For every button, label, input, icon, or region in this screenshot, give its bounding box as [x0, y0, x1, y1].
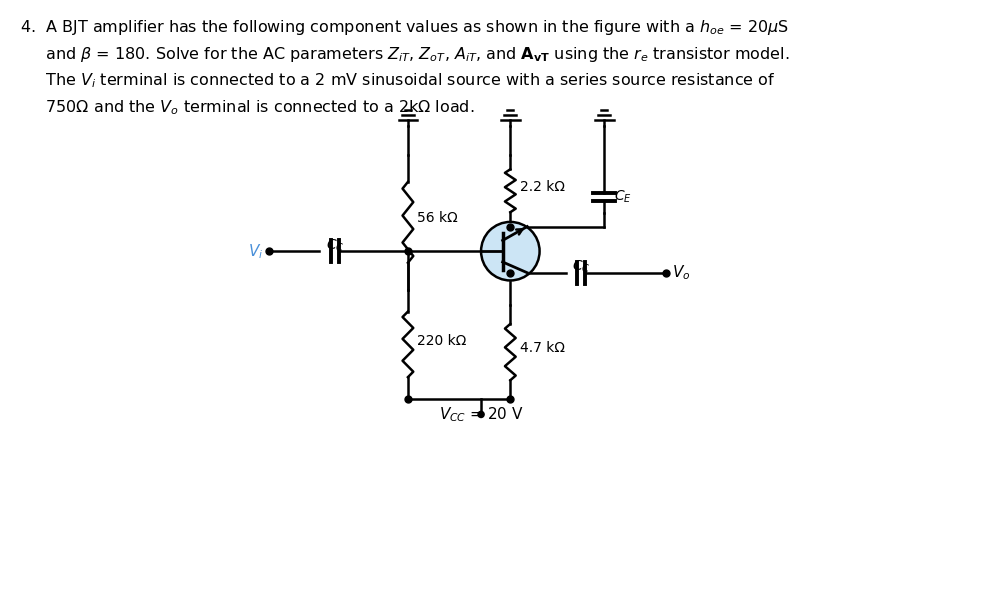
Text: $V_i$: $V_i$ — [248, 242, 262, 260]
Text: $C_C$: $C_C$ — [572, 259, 589, 276]
Text: 4.7 kΩ: 4.7 kΩ — [519, 341, 564, 355]
Circle shape — [480, 222, 539, 280]
Text: $V_{CC}$ = 20 V: $V_{CC}$ = 20 V — [438, 406, 523, 425]
Text: $C_E$: $C_E$ — [613, 189, 631, 205]
Text: $C_C$: $C_C$ — [325, 237, 344, 254]
Text: 2.2 kΩ: 2.2 kΩ — [519, 180, 564, 194]
Text: $V_o$: $V_o$ — [671, 263, 690, 282]
Text: 220 kΩ: 220 kΩ — [416, 334, 466, 348]
Text: 4.  A BJT amplifier has the following component values as shown in the figure wi: 4. A BJT amplifier has the following com… — [20, 18, 788, 117]
Text: 56 kΩ: 56 kΩ — [416, 211, 457, 225]
Circle shape — [477, 411, 484, 417]
